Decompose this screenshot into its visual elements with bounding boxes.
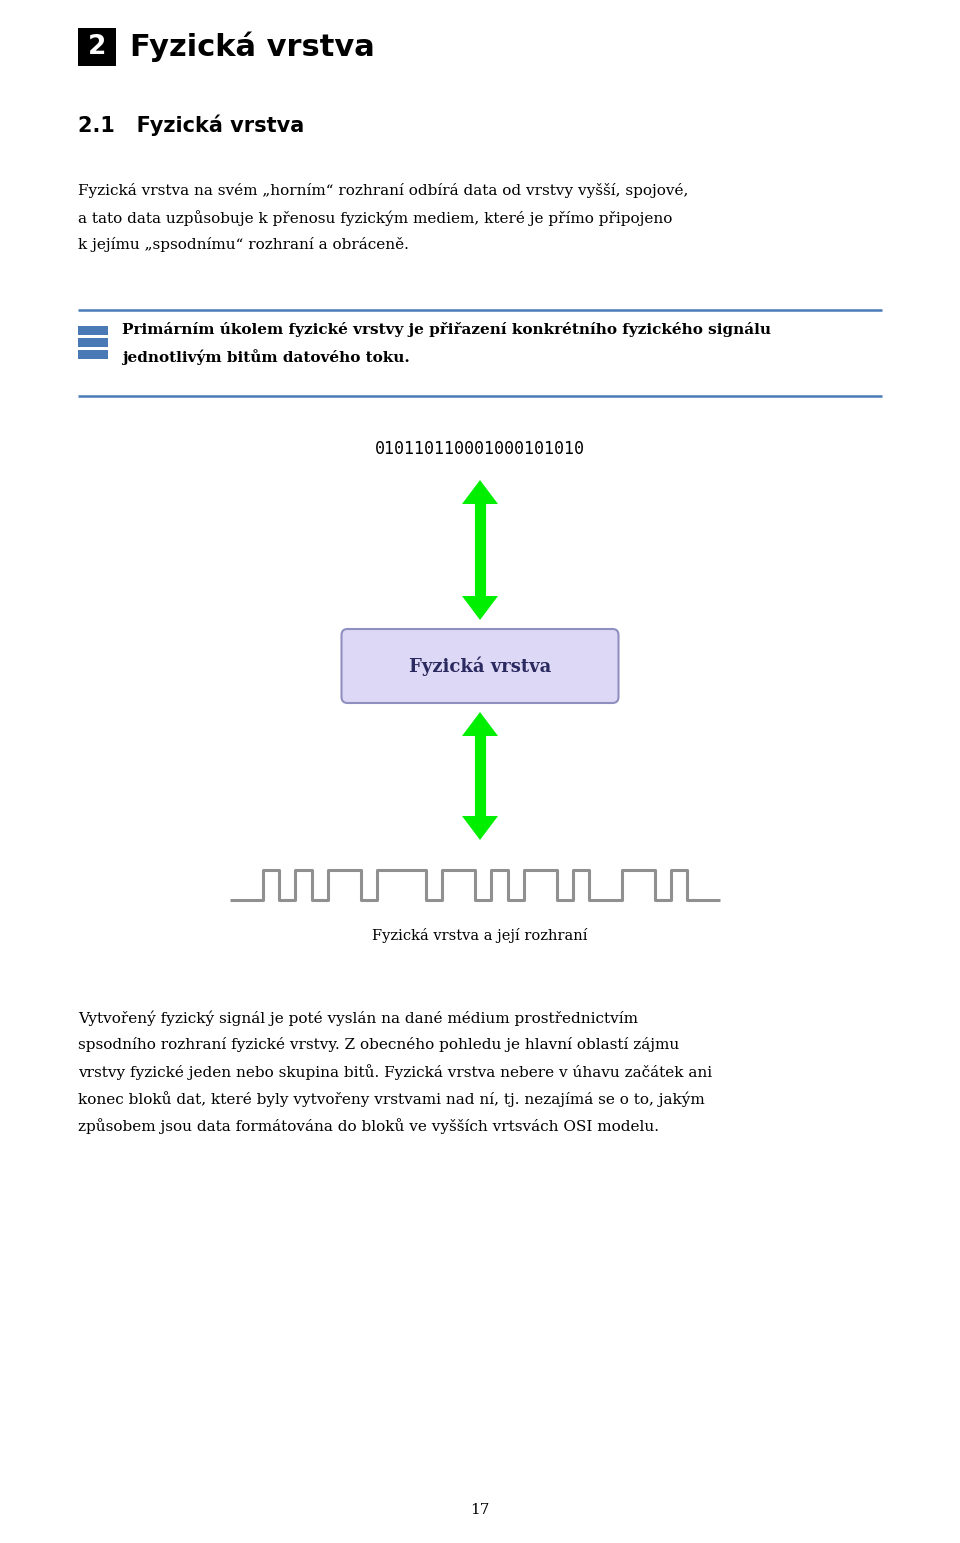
Text: 17: 17 [470, 1503, 490, 1517]
Text: 2.1   Fyzická vrstva: 2.1 Fyzická vrstva [78, 116, 304, 136]
Polygon shape [462, 480, 498, 505]
Text: Fyzická vrstva: Fyzická vrstva [130, 32, 374, 62]
Text: konec bloků dat, které byly vytvořeny vrstvami nad ní, tj. nezajímá se o to, jak: konec bloků dat, které byly vytvořeny vr… [78, 1091, 705, 1106]
Text: Vytvořený fyzický signál je poté vyslán na dané médium prostřednictvím: Vytvořený fyzický signál je poté vyslán … [78, 1011, 638, 1026]
Text: spsodního rozhraní fyzické vrstvy. Z obecného pohledu je hlavní oblastí zájmu: spsodního rozhraní fyzické vrstvy. Z obe… [78, 1037, 680, 1052]
Text: Primárním úkolem fyzické vrstvy je přiřazení konkrétního fyzického signálu: Primárním úkolem fyzické vrstvy je přiřa… [122, 322, 771, 336]
Bar [78, 338, 108, 347]
Text: a tato data uzpůsobuje k přenosu fyzickým mediem, které je přímo připojeno: a tato data uzpůsobuje k přenosu fyzický… [78, 210, 672, 225]
Bar [78, 350, 108, 360]
Bar [78, 326, 108, 335]
Text: Fyzická vrstva a její rozhraní: Fyzická vrstva a její rozhraní [372, 927, 588, 943]
Text: Fyzická vrstva: Fyzická vrstva [409, 656, 551, 676]
Text: 010110110001000101010: 010110110001000101010 [375, 440, 585, 458]
Polygon shape [462, 816, 498, 839]
Polygon shape [462, 596, 498, 620]
Polygon shape [462, 711, 498, 736]
Text: Fyzická vrstva na svém „horním“ rozhraní odbírá data od vrstvy vyšší, spojové,: Fyzická vrstva na svém „horním“ rozhraní… [78, 184, 688, 198]
Text: 2: 2 [87, 34, 107, 60]
Text: k jejímu „spsodnímu“ rozhraní a obráceně.: k jejímu „spsodnímu“ rozhraní a obráceně… [78, 238, 409, 252]
FancyBboxPatch shape [342, 630, 618, 704]
Text: jednotlivým bitům datového toku.: jednotlivým bitům datového toku. [122, 349, 410, 364]
Text: vrstvy fyzické jeden nebo skupina bitů. Fyzická vrstva nebere v úhavu začátek an: vrstvy fyzické jeden nebo skupina bitů. … [78, 1065, 712, 1080]
Text: způsobem jsou data formátována do bloků ve vyšších vrtsvách OSI modelu.: způsobem jsou data formátována do bloků … [78, 1119, 659, 1134]
Bar [78, 28, 116, 66]
